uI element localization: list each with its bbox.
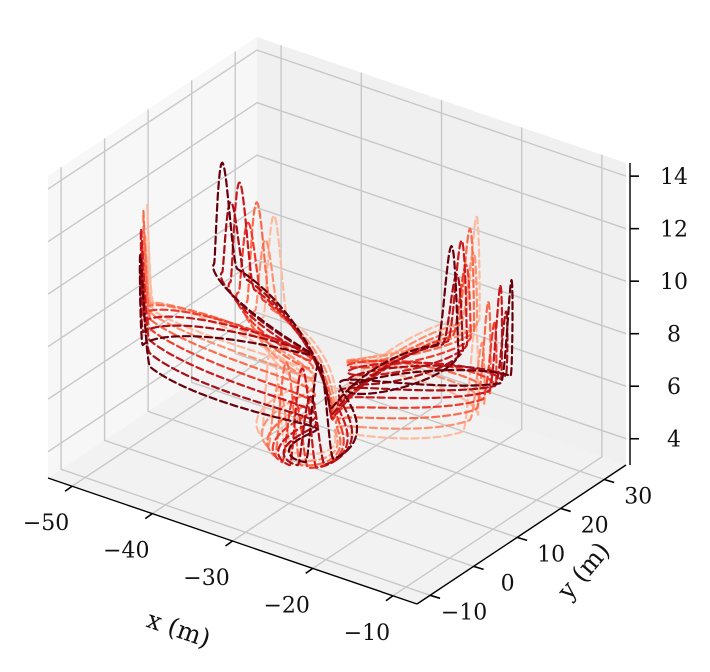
x-tick-mark	[64, 485, 73, 492]
z-tick-label: 14	[660, 165, 688, 190]
y-gridline	[60, 167, 431, 596]
x-tick-mark	[225, 540, 233, 547]
y-tick-label: 20	[581, 513, 609, 538]
y-gridline	[190, 80, 561, 510]
y-tick-label: 10	[537, 542, 565, 567]
z-gridline	[47, 49, 627, 190]
y-tick-label: 30	[624, 484, 652, 509]
x-gridline	[312, 127, 523, 569]
grid-lines	[47, 45, 627, 597]
z-gridline	[47, 206, 627, 348]
y-tick-mark	[560, 507, 571, 513]
z-tick-label: 12	[660, 218, 688, 243]
left-wall-pane	[48, 37, 257, 478]
x-axis-label: x (m)	[143, 605, 214, 654]
y-tick-label: 0	[501, 571, 515, 596]
z-tick-label: 8	[667, 323, 681, 348]
y-tick-mark	[473, 565, 484, 571]
trajectory-line	[142, 201, 492, 467]
x-gridline	[392, 154, 603, 597]
y-gridline	[103, 138, 474, 568]
y-gridline	[234, 51, 605, 481]
y-tick-mark	[429, 594, 441, 600]
z-gridline	[47, 101, 627, 243]
z-tick-label: 6	[667, 375, 681, 400]
x-gridline	[232, 100, 443, 542]
x-tick-mark	[305, 567, 314, 575]
trajectory-line	[144, 235, 486, 462]
z-tick-label: 10	[660, 270, 688, 295]
tick-labels: −50 −40 −30 −20 −10 −10 0 10 20 30 4 6 8 10 12 14	[23, 165, 688, 646]
x-tick-label: −40	[103, 539, 149, 564]
x-tick-mark	[385, 595, 394, 602]
x-tick-label: −20	[263, 593, 309, 618]
x-tick-label: −30	[183, 566, 229, 591]
y-tick-mark	[516, 536, 528, 542]
trajectory-series	[138, 161, 514, 470]
z-gridline	[47, 311, 627, 453]
y-tick-label: −10	[441, 600, 487, 625]
x-tick-label: −50	[23, 511, 69, 536]
x-tick-label: −10	[344, 621, 390, 646]
axis-panes	[48, 37, 626, 604]
y-tick-mark	[603, 478, 615, 484]
x-gridline	[71, 45, 282, 487]
z-gridline	[47, 154, 627, 295]
y-axis-line	[416, 464, 627, 605]
tick-marks	[64, 175, 639, 602]
trajectory-line	[138, 161, 514, 464]
x-tick-mark	[144, 512, 153, 520]
z-tick-label: 4	[667, 428, 681, 453]
